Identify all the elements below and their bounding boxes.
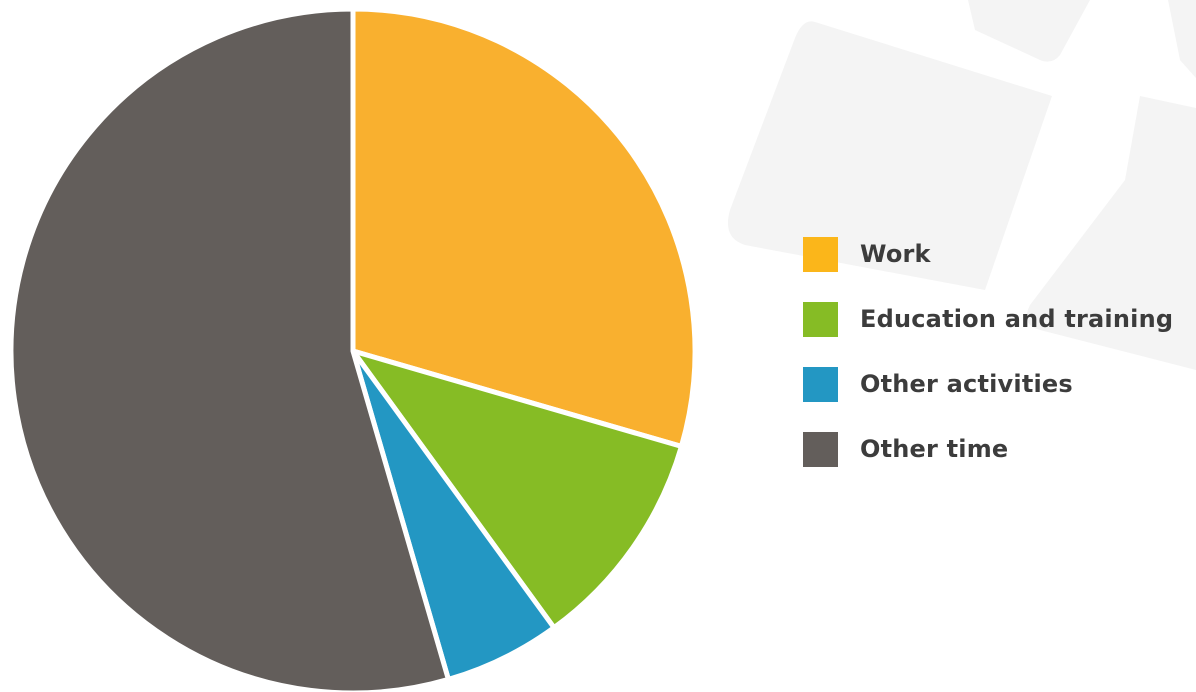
pie-slice-education-and-training (350, 348, 684, 631)
legend-label-education-and-training: Education and training (860, 305, 1174, 333)
legend-item-other-activities: Other activities (803, 366, 1173, 402)
legend-label-other-time: Other time (860, 435, 1009, 463)
legend-item-other-time: Other time (803, 431, 1173, 467)
legend-swatch-other-activities (803, 366, 838, 402)
legend-item-education-and-training: Education and training (803, 301, 1173, 337)
pie-chart (8, 6, 698, 692)
legend-swatch-other-time (803, 431, 838, 467)
legend-label-work: Work (860, 240, 931, 268)
pie-slice-other-time (8, 6, 451, 692)
legend-item-work: Work (803, 236, 1173, 272)
pie-slice-work (350, 6, 698, 449)
legend-label-other-activities: Other activities (860, 370, 1073, 398)
legend-swatch-education-and-training (803, 301, 838, 337)
legend-swatch-work (803, 236, 838, 272)
legend: Work Education and training Other activi… (803, 236, 1173, 467)
